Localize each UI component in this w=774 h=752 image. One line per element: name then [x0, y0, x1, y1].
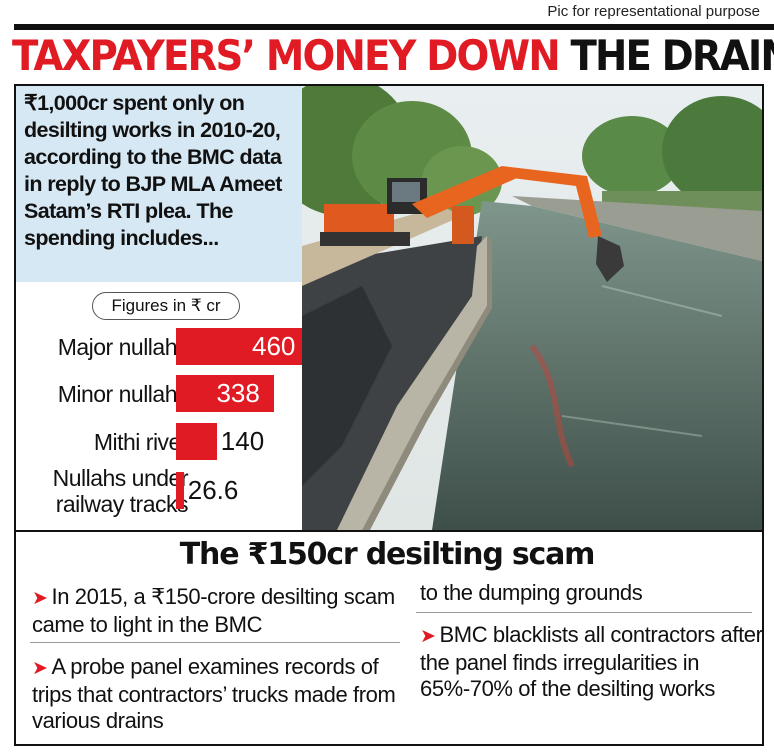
bar [176, 328, 310, 365]
main-panel [14, 84, 764, 532]
arrow-icon: ➤ [32, 658, 48, 679]
intro-text: ₹1,000cr spent only on desilting works i… [16, 86, 302, 282]
divider [30, 642, 400, 643]
value-label: 460 [252, 331, 296, 361]
excavator-photo [302, 86, 762, 530]
category-label-line: Minor nullahs [57, 380, 189, 407]
figures-unit-label: Figures in ₹ cr [92, 292, 240, 320]
category-label-line: Mithi river [93, 428, 189, 455]
value-label: 140 [220, 426, 265, 456]
category-label: Mithi river [93, 428, 189, 455]
category-label-line: Major nullahs [57, 333, 189, 360]
category-label: Nullahs under railway tracks [52, 464, 189, 517]
headline-red: TAXPAYERS’ MONEY DOWN [12, 31, 561, 80]
arrow-icon: ➤ [420, 626, 436, 647]
value-label: 26.6 [187, 475, 239, 505]
bar [176, 472, 184, 509]
category-label: Minor nullahs [57, 380, 189, 407]
spending-bar-chart: Major nullahs 460 Minor nullahs 338 Mithi ri… [16, 0, 310, 532]
excavator-desilting-photo-icon [302, 86, 762, 530]
scam-bullet-2: ➤ A probe panel examines records of trips… [32, 654, 404, 734]
scam-bullet-1-text: In 2015, a ₹150-crore desilting scam cam… [32, 584, 395, 637]
divider [416, 612, 752, 613]
scam-box [14, 530, 764, 746]
scam-title: The ₹150cr desilting scam [179, 537, 596, 572]
category-label-line: railway tracks [55, 490, 189, 517]
headline: TAXPAYERS’ MONEY DOWN THE DRAIN? [12, 30, 774, 84]
category-label: Major nullahs [57, 333, 189, 360]
top-rule [14, 24, 774, 30]
value-label: 338 [216, 378, 260, 408]
scam-bullet-3: ➤ BMC blacklists all contractors after th… [420, 622, 765, 702]
headline-black: THE DRAIN? [570, 31, 774, 80]
arrow-icon: ➤ [32, 588, 48, 609]
scam-bullet-1: ➤ In 2015, a ₹150-crore desilting scam ca… [32, 584, 402, 638]
scam-bullet-2-continued: to the dumping grounds [420, 580, 643, 605]
bar [176, 375, 275, 412]
photo-credit: Pic for representational purpose [547, 3, 760, 20]
bar [176, 423, 217, 460]
scam-bullet-3-text: BMC blacklists all contractors after the… [420, 622, 763, 701]
scam-bullet-2-text: A probe panel examines records of trips … [32, 654, 396, 733]
category-label-line: Nullahs under [52, 464, 189, 491]
